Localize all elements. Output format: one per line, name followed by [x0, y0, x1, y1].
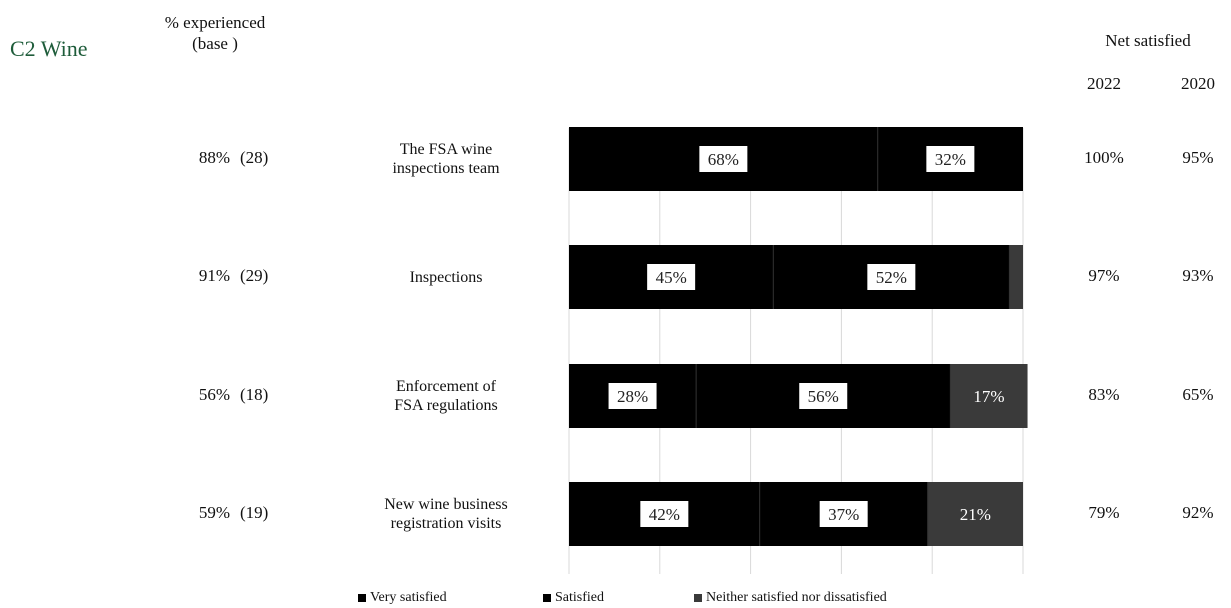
legend-item: Very satisfied: [358, 590, 447, 606]
data-label: 21%: [960, 505, 991, 524]
bar-segment: [1009, 245, 1023, 309]
data-label: 28%: [608, 383, 657, 409]
data-label-box: [647, 264, 696, 290]
legend-item: Satisfied: [543, 590, 604, 606]
data-label: 68%: [699, 146, 748, 172]
data-label: 17%: [973, 387, 1004, 406]
experienced-header: % experienced (base ): [140, 12, 290, 54]
category-label-line: Inspections: [409, 268, 483, 286]
category-label-line: Enforcement of: [396, 378, 496, 395]
category-label-line: registration visits: [390, 515, 502, 532]
experienced-header-line1: % experienced: [164, 13, 266, 32]
data-label-box: [926, 146, 975, 172]
category-label: The FSA wine inspections team: [326, 140, 566, 178]
data-label: 45%: [647, 264, 696, 290]
legend-swatch: [543, 594, 551, 602]
data-label-text: 56%: [808, 387, 839, 406]
data-label-box: [608, 383, 657, 409]
data-label-box: [867, 264, 916, 290]
net-satisfied-2020: 65%: [1182, 385, 1214, 404]
legend-label: Neither satisfied nor dissatisfied: [706, 590, 887, 605]
data-label-text: 37%: [828, 505, 859, 524]
data-label-text: 32%: [935, 150, 966, 169]
category-label-line: The FSA wine: [399, 141, 493, 158]
data-label-text: 28%: [617, 387, 648, 406]
data-label: 37%: [819, 501, 868, 527]
data-label-box: [819, 501, 868, 527]
experienced-base: (19): [240, 503, 269, 522]
data-label-text: 17%: [973, 387, 1004, 406]
experienced-header-line2: (base ): [192, 34, 238, 53]
legend-label: Very satisfied: [370, 590, 447, 605]
data-label-text: 52%: [876, 268, 907, 287]
data-label-box: [640, 501, 689, 527]
legend-swatch: [358, 594, 366, 602]
chart-title: C2 Wine: [10, 36, 88, 61]
category-label-line: FSA regulations: [394, 397, 498, 414]
data-label-text: 45%: [656, 268, 687, 287]
net-satisfied-2022: 83%: [1088, 385, 1120, 404]
experienced-percent: 56%: [198, 385, 230, 404]
data-label-box: [799, 383, 848, 409]
bar-segment: [927, 482, 1023, 546]
experienced-base: (29): [240, 266, 269, 285]
net-satisfied-2022: 97%: [1088, 266, 1120, 285]
data-label-text: 68%: [708, 150, 739, 169]
category-label: Enforcement of FSA regulations: [326, 377, 566, 415]
net-satisfied-header: Net satisfied: [1105, 31, 1191, 50]
net-satisfied-2022: 100%: [1084, 148, 1124, 167]
bar-segment: [950, 364, 1028, 428]
legend-item: Neither satisfied nor dissatisfied: [694, 590, 887, 606]
data-label-text: 42%: [649, 505, 680, 524]
data-label: 42%: [640, 501, 689, 527]
legend-swatch: [694, 594, 702, 602]
experienced-percent: 91%: [198, 266, 230, 285]
data-label: 56%: [799, 383, 848, 409]
experienced-percent: 88%: [198, 148, 230, 167]
data-label-text: 21%: [960, 505, 991, 524]
category-label: New wine business registration visits: [326, 495, 566, 533]
experienced-base: (28): [240, 148, 269, 167]
net-satisfied-2022: 79%: [1088, 503, 1120, 522]
category-label: Inspections: [326, 268, 566, 287]
net-satisfied-2020: 92%: [1182, 503, 1214, 522]
experienced-percent: 59%: [198, 503, 230, 522]
data-label-box: [699, 146, 748, 172]
category-label-line: inspections team: [392, 160, 500, 177]
net-satisfied-2020: 93%: [1182, 266, 1214, 285]
legend-label: Satisfied: [555, 590, 604, 605]
data-label: 52%: [867, 264, 916, 290]
category-label-line: New wine business: [384, 496, 508, 513]
data-label: 32%: [926, 146, 975, 172]
year-2022-header: 2022: [1087, 74, 1121, 93]
experienced-base: (18): [240, 385, 269, 404]
net-satisfied-2020: 95%: [1182, 148, 1214, 167]
year-2020-header: 2020: [1181, 74, 1215, 93]
